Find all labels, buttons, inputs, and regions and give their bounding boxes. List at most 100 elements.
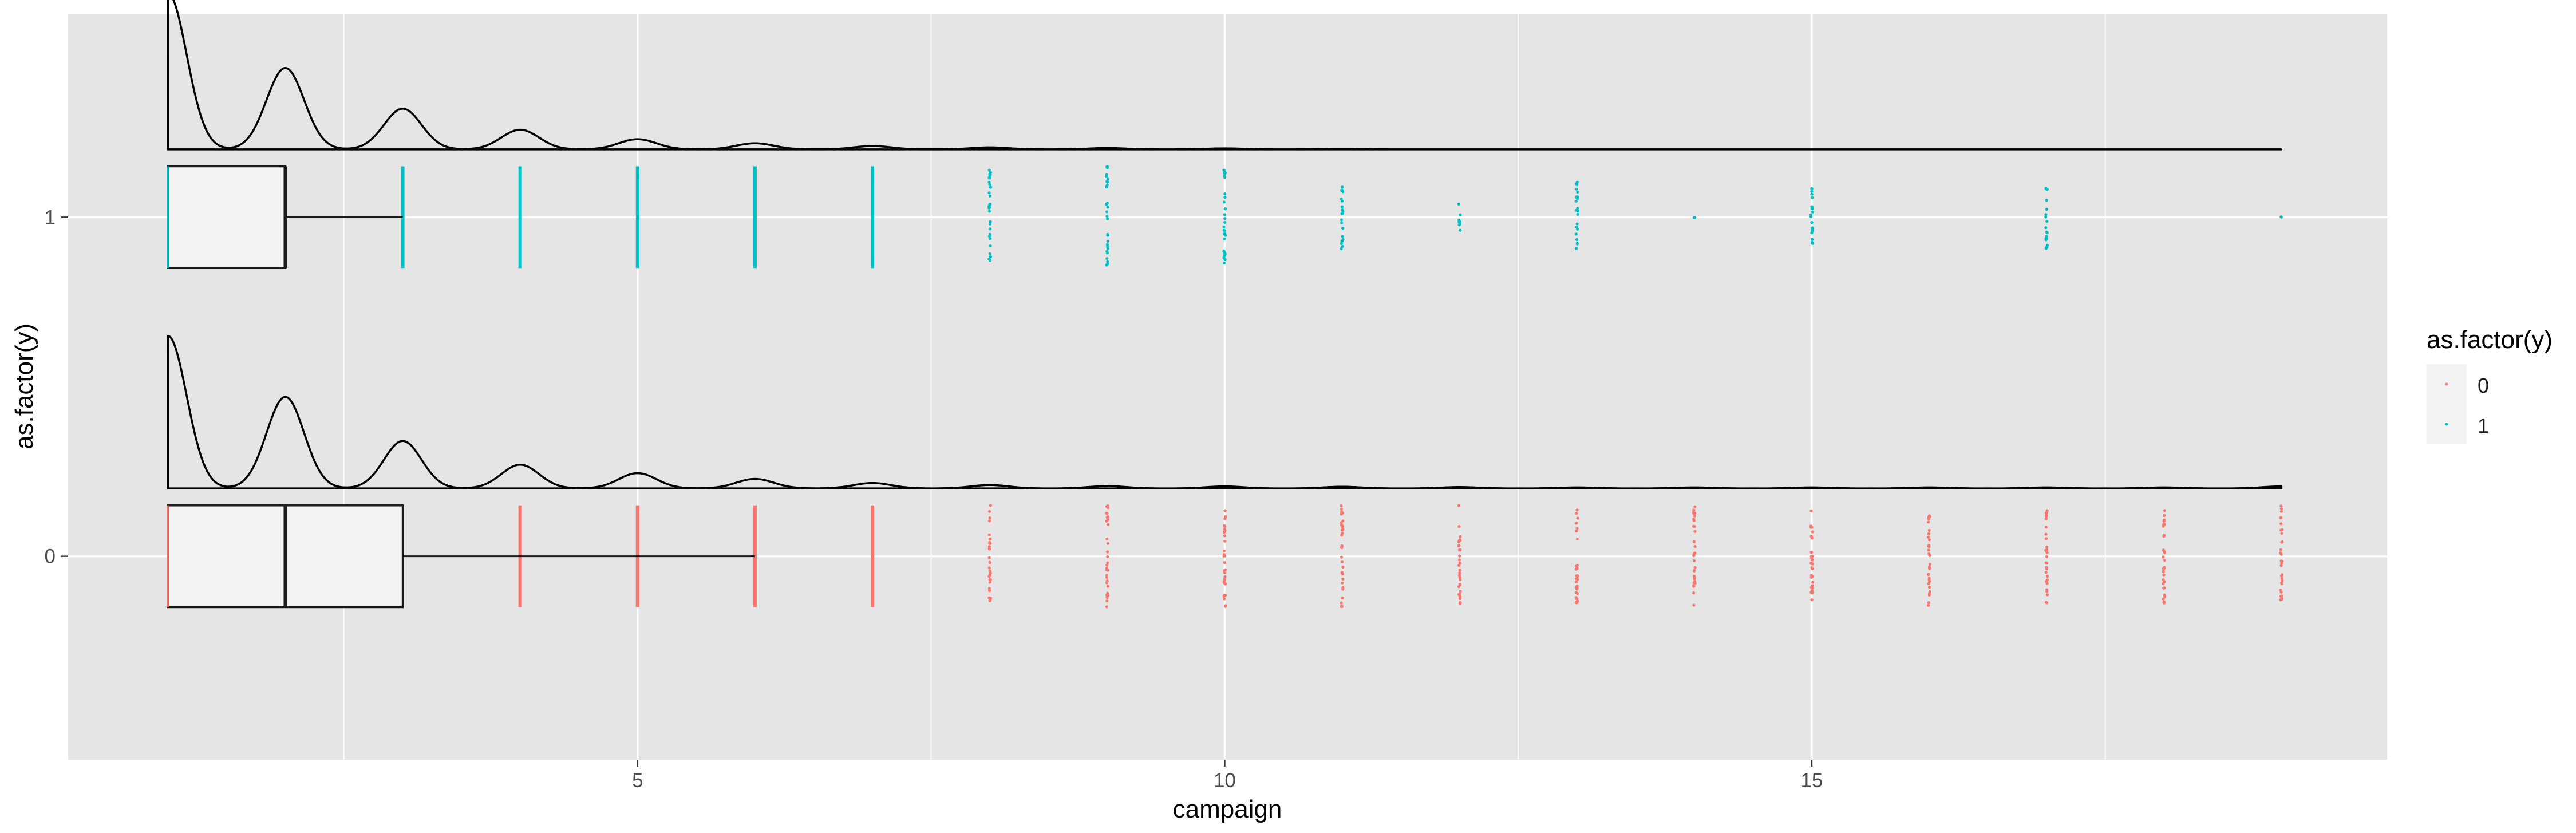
point-0-8 xyxy=(989,504,992,507)
point-0-17 xyxy=(2045,548,2049,551)
point-1-8 xyxy=(988,222,992,226)
point-0-12 xyxy=(1458,548,1461,552)
point-0-8 xyxy=(988,541,991,544)
point-0-9 xyxy=(1105,550,1109,554)
point-0-18 xyxy=(2162,535,2166,538)
legend-title: as.factor(y) xyxy=(2427,326,2553,354)
point-1-8 xyxy=(987,258,991,261)
point-1-9 xyxy=(1105,180,1109,184)
point-0-15 xyxy=(1809,509,1813,513)
point-1-8 xyxy=(987,191,991,195)
point-1-8 xyxy=(988,232,991,236)
point-0-18 xyxy=(2162,520,2166,523)
legend-key-1-point xyxy=(2445,423,2448,426)
point-0-10 xyxy=(1222,549,1226,552)
point-1-10 xyxy=(1222,225,1226,228)
x-tick-label: 10 xyxy=(1214,769,1236,792)
point-0-8 xyxy=(988,599,991,602)
point-0-14 xyxy=(1692,559,1696,563)
point-0-12 xyxy=(1457,558,1461,562)
point-0-18 xyxy=(2162,597,2165,601)
point-0-11 xyxy=(1341,565,1345,569)
point-0-17 xyxy=(2045,509,2049,512)
point-1-11 xyxy=(1341,208,1344,212)
point-0-15 xyxy=(1810,551,1814,554)
point-0-8 xyxy=(988,538,991,541)
point-1-15 xyxy=(1810,190,1814,193)
point-0-19 xyxy=(2280,532,2283,535)
point-0-9 xyxy=(1106,569,1110,572)
point-0-8 xyxy=(987,545,991,548)
point-0-11 xyxy=(1341,531,1344,535)
point-0-11 xyxy=(1341,525,1344,528)
density-curve-0 xyxy=(167,334,2283,489)
point-0-17 xyxy=(2044,571,2048,574)
point-1-11 xyxy=(1340,205,1344,208)
boxplots xyxy=(167,165,755,609)
point-1-8 xyxy=(987,168,991,172)
point-0-13 xyxy=(1575,567,1579,570)
point-1-15 xyxy=(1811,229,1814,232)
density-curve-1 xyxy=(167,0,2283,151)
point-0-15 xyxy=(1811,575,1814,578)
point-0-19 xyxy=(2281,528,2284,531)
point-0-9 xyxy=(1105,511,1108,515)
point-0-9 xyxy=(1106,506,1110,510)
point-1-17 xyxy=(2044,215,2048,219)
point-0-19 xyxy=(2279,564,2283,567)
point-0-18 xyxy=(2162,586,2166,590)
point-0-15 xyxy=(1810,536,1814,540)
point-0-15 xyxy=(1811,530,1814,534)
axes: 5 10 15 0 1 xyxy=(45,206,1823,792)
point-1-9 xyxy=(1105,203,1108,206)
point-0-12 xyxy=(1457,585,1460,589)
point-1-13 xyxy=(1575,187,1578,191)
point-1-10 xyxy=(1223,171,1227,175)
point-0-12 xyxy=(1459,535,1462,539)
point-1-12 xyxy=(1459,213,1462,216)
point-1-10 xyxy=(1223,251,1226,254)
point-0-12 xyxy=(1458,538,1461,542)
point-0-16 xyxy=(1928,554,1931,557)
point-0-13 xyxy=(1575,601,1578,605)
point-0-19 xyxy=(2279,510,2283,513)
point-0-10 xyxy=(1223,594,1227,597)
point-0-12 xyxy=(1457,525,1461,528)
point-1-8 xyxy=(987,176,991,180)
density-curves xyxy=(167,0,2283,489)
point-0-15 xyxy=(1809,562,1813,565)
point-0-14 xyxy=(1693,569,1696,573)
point-0-19 xyxy=(2279,595,2282,598)
point-1-13 xyxy=(1576,196,1579,200)
point-0-12 xyxy=(1457,574,1461,577)
point-0-8 xyxy=(988,581,991,584)
point-0-11 xyxy=(1341,577,1345,581)
point-0-17 xyxy=(2045,562,2049,565)
point-0-19 xyxy=(2280,581,2283,585)
point-1-13 xyxy=(1576,212,1579,216)
point-1-8 xyxy=(987,205,991,208)
point-0-16 xyxy=(1927,538,1931,542)
point-1-8 xyxy=(989,220,992,223)
point-0-16 xyxy=(1927,528,1931,532)
point-0-19 xyxy=(2279,504,2283,508)
point-0-13 xyxy=(1575,511,1578,515)
point-0-8 xyxy=(987,533,991,536)
point-0-16 xyxy=(1928,566,1931,570)
point-0-19 xyxy=(2280,574,2283,578)
point-0-17 xyxy=(2044,537,2048,540)
point-1-17 xyxy=(2045,207,2048,211)
point-1-15 xyxy=(1811,241,1814,244)
point-1-10 xyxy=(1223,207,1227,211)
point-0-14 xyxy=(1692,603,1696,607)
legend-key-0-point xyxy=(2445,382,2448,386)
point-0-8 xyxy=(987,510,991,513)
point-1-11 xyxy=(1340,188,1344,192)
point-0-14 xyxy=(1692,540,1696,544)
point-0-16 xyxy=(1928,563,1931,566)
point-0-14 xyxy=(1693,514,1696,518)
point-1-9 xyxy=(1105,243,1109,246)
point-0-10 xyxy=(1223,509,1227,512)
point-1-13 xyxy=(1575,242,1579,245)
point-0-18 xyxy=(2162,570,2165,573)
